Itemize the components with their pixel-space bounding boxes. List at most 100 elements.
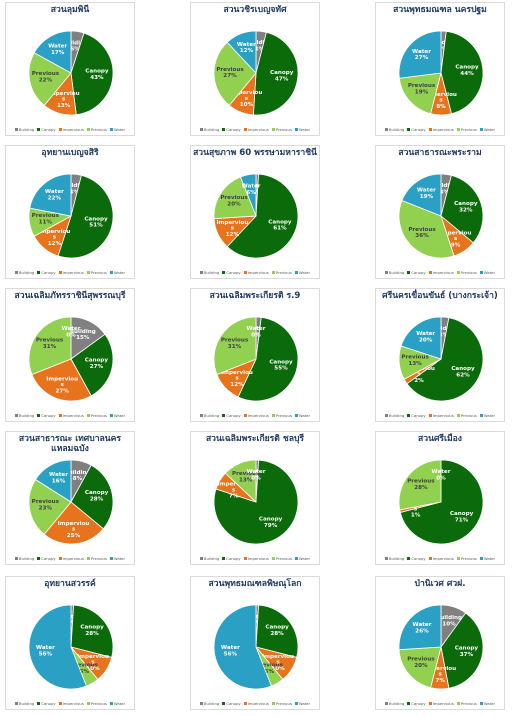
pie-slice-impervious — [31, 358, 92, 402]
chart-legend: Building Canopy Impervious Previous Water — [378, 270, 502, 275]
slice-label-line: Building — [59, 614, 85, 620]
legend-swatch — [86, 128, 90, 131]
pie-chart-panel: ศรีนครเขื่อนขันธ์ (บางกระเจ้า) Building 3%… — [375, 288, 505, 422]
pie-slice-water — [240, 173, 257, 217]
slice-label: Previous 13% — [232, 471, 260, 483]
slice-label-line: Canopy — [270, 70, 294, 76]
slice-percent: 1% — [252, 620, 262, 626]
legend-label: Water — [483, 270, 496, 275]
slice-label-line: Canopy — [268, 219, 292, 225]
legend-item: Previous — [456, 127, 477, 132]
legend-label: Canopy — [411, 270, 426, 275]
slice-percent: 56% — [39, 651, 53, 657]
slice-label: Previous 20% — [220, 195, 248, 207]
slice-label-line: Imperviou — [440, 231, 472, 237]
slice-percent: 20% — [227, 201, 241, 207]
legend-swatch — [294, 557, 298, 560]
legend-item: Canopy — [37, 413, 56, 418]
slice-percent: 5% — [80, 669, 90, 675]
pie-chart: Building 15%Canopy 27%Imperviou s 27%Previou… — [28, 316, 114, 402]
slice-percent: 37% — [460, 652, 474, 658]
pie-chart: Building 1%Canopy 28% Imperviou s 10%Previous… — [213, 604, 299, 690]
legend-label: Water — [113, 556, 126, 561]
chart-legend: Building Canopy Impervious Previous Water — [378, 556, 502, 561]
slice-label: Canopy 32% — [454, 201, 478, 213]
slice-label: Water 16% — [49, 472, 68, 484]
legend-label: Building — [18, 413, 35, 418]
slice-percent: 13% — [408, 361, 422, 367]
chart-title: สวนลุมพินี — [50, 5, 90, 15]
pie-chart-panel: สวนวชิรเบญจทัศ Building 4% Canopy 47% Impervi… — [190, 2, 320, 136]
legend-item: Impervious — [243, 270, 269, 275]
legend-swatch — [109, 414, 113, 417]
chart-title: สวนสาธารณะพระราม — [398, 148, 482, 158]
slice-label-line: s — [72, 527, 76, 533]
slice-label: Imperviou s 7% — [424, 666, 456, 684]
legend-item: Canopy — [37, 127, 56, 132]
slice-label: Water 27% — [412, 49, 431, 61]
legend-swatch — [479, 128, 483, 131]
chart-title: สวนพุทธมณฑลพิษณุโลก — [208, 579, 302, 589]
slice-label-line: Canopy — [85, 358, 109, 364]
chart-title: สวนเฉลิมภัทรราชินีสุพรรณบุรี — [14, 291, 126, 301]
legend-label: Water — [113, 701, 126, 706]
legend-item: Water — [109, 127, 125, 132]
pie-chart-panel: อุทยานเบญจสิริ Building 4% Canopy 51% Impervi… — [5, 145, 135, 279]
chart-title: สวนศรีเมือง — [418, 434, 462, 444]
slice-label-line: Imperviou — [48, 91, 80, 97]
chart-legend: Building Canopy Impervious Previous Water — [8, 701, 132, 706]
legend-item: Previous — [86, 413, 107, 418]
legend-label: Canopy — [41, 701, 56, 706]
slice-percent: 4% — [70, 190, 80, 196]
pie-slice-water — [213, 604, 272, 690]
legend-item: Impervious — [428, 701, 454, 706]
slice-label-line: Previous — [401, 355, 429, 361]
legend-item: Previous — [456, 413, 477, 418]
legend-item: Building — [199, 413, 219, 418]
slice-label-line: Canopy — [450, 511, 474, 517]
legend-swatch — [199, 702, 203, 705]
legend-item: Previous — [86, 127, 107, 132]
slice-label: Building 5% — [62, 40, 88, 52]
slice-percent: 31% — [228, 344, 242, 350]
chart-title: ป่านิเวศ ศวฝ. — [414, 579, 466, 589]
slice-label: Previous 27% — [216, 67, 244, 79]
pie-chart: Building 8% Canopy 28% Imperviou s 25% Previous… — [28, 459, 114, 545]
legend-item: Previous — [86, 556, 107, 561]
slice-label: Canopy 28% — [80, 625, 104, 637]
slice-label-line: Water — [237, 42, 256, 48]
slice-label-line: Building — [245, 326, 271, 332]
slice-percent: 16% — [52, 479, 66, 485]
legend-swatch — [243, 702, 247, 705]
slice-label-line: Building — [431, 326, 457, 332]
legend-label: Water — [298, 270, 311, 275]
chart-legend: Building Canopy Impervious Previous Water — [193, 413, 317, 418]
slice-percent: 12% — [48, 241, 62, 247]
legend-label: Canopy — [41, 270, 56, 275]
legend-item: Impervious — [58, 127, 84, 132]
slice-percent: 23% — [39, 506, 53, 512]
legend-label: Canopy — [226, 413, 241, 418]
pie-chart: Building 4%Canopy 32%Imperviou s 9%Previous 3… — [398, 173, 484, 259]
pie-chart-panel: สวนพุทธมณฑลพิษณุโลก Building 1% Canopy 28% Im… — [190, 576, 320, 710]
slice-label-line: Canopy — [80, 625, 104, 631]
slice-percent: 10% — [86, 666, 100, 672]
legend-item: Canopy — [407, 127, 426, 132]
legend-label: Building — [18, 556, 35, 561]
slice-percent: 5% — [265, 669, 275, 675]
slice-label-line: s — [276, 660, 280, 666]
legend-label: Impervious — [247, 127, 269, 132]
legend-item: Water — [294, 556, 310, 561]
legend-swatch — [199, 414, 203, 417]
slice-label-line: Water — [49, 472, 68, 478]
legend-swatch — [109, 702, 113, 705]
legend-swatch — [407, 271, 411, 274]
slice-percent: 7% — [435, 678, 445, 684]
slice-label: Water 20% — [416, 331, 435, 343]
legend-item: Water — [294, 127, 310, 132]
legend-label: Water — [483, 701, 496, 706]
slice-label-line: Water — [247, 469, 266, 475]
legend-label: Building — [18, 701, 35, 706]
legend-item: Impervious — [428, 413, 454, 418]
slice-label-line: Building — [70, 329, 96, 335]
